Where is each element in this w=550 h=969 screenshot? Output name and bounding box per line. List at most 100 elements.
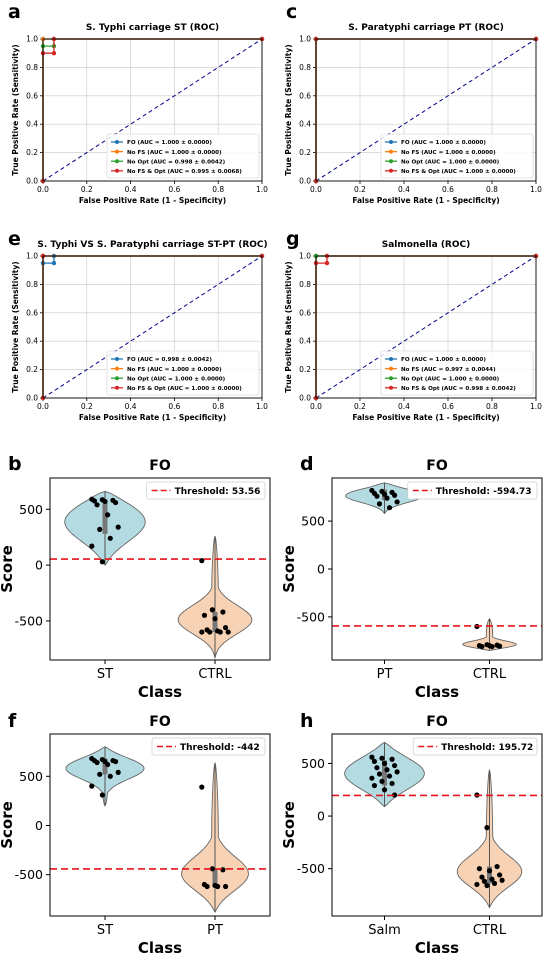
data-point [494, 863, 500, 870]
x-axis-label: False Positive Rate (1 - Specificity) [79, 413, 226, 422]
roc-series-point [51, 260, 57, 266]
x-tick-label: Salm [368, 923, 401, 938]
y-tick-label: 0.8 [299, 63, 311, 72]
legend-entry: Threshold: -442 [180, 743, 260, 753]
legend-box [407, 481, 538, 500]
data-point [91, 498, 98, 504]
data-point [381, 787, 388, 793]
x-tick-label: 0.4 [125, 185, 137, 194]
data-point [112, 758, 119, 765]
data-point [371, 758, 378, 764]
data-point [115, 524, 121, 530]
legend-entry: No FS & Opt (AUC = 1.000 ± 0.0000) [401, 169, 516, 175]
data-point [217, 629, 223, 635]
y-tick-label: 0.2 [299, 365, 311, 374]
x-tick-label: 0.4 [125, 402, 137, 411]
data-point [99, 792, 105, 798]
legend: FO (AUC = 1.000 ± 0.0000) No FS (AUC = 1.… [380, 133, 534, 179]
data-point [199, 784, 205, 790]
legend-box [146, 481, 266, 500]
legend-box [380, 350, 534, 396]
panel-letter: b [8, 453, 22, 475]
roc-panel-a: a S. Typhi carriage ST (ROC) 0.00.0 0.2 0.2 0… [8, 1, 268, 205]
data-point [199, 558, 205, 564]
legend-swatch-point [115, 376, 119, 381]
x-tick-label: PT [377, 667, 393, 682]
legend-entry: Threshold: -594.73 [436, 487, 532, 497]
x-tick-label: ST [97, 923, 113, 938]
x-tick-label: 0.0 [310, 185, 322, 194]
x-tick-label: 0.4 [398, 402, 410, 411]
legend-entry: FO (AUC = 1.000 ± 0.0000) [401, 357, 486, 363]
x-tick-label: 0.2 [354, 402, 366, 411]
legend-swatch-point [389, 366, 393, 371]
data-point [89, 783, 95, 789]
data-point [496, 643, 503, 649]
x-tick-label: 1.0 [256, 185, 268, 194]
y-tick-label: 0.2 [26, 365, 38, 374]
y-tick-label: 1.0 [26, 35, 38, 44]
x-axis-label: Class [415, 939, 459, 957]
y-tick-label: 0.2 [26, 148, 38, 157]
data-point [391, 762, 398, 769]
data-point [371, 782, 378, 789]
data-point [199, 629, 205, 635]
legend-entry: Threshold: 195.72 [441, 743, 533, 753]
y-tick-label: -500 [297, 861, 325, 876]
data-point [222, 625, 229, 631]
violin-group [181, 762, 249, 913]
violin-group [64, 490, 146, 566]
data-point [486, 868, 493, 874]
y-tick-label: 0.4 [299, 337, 311, 346]
y-tick-label: 0.6 [299, 308, 311, 317]
legend: Threshold: 195.72 [412, 737, 538, 756]
legend-swatch-point [389, 149, 393, 154]
x-tick-label: ST [97, 667, 113, 682]
data-point [369, 775, 375, 781]
legend-box [106, 133, 260, 179]
data-point [391, 492, 398, 498]
violin-panel-d: d FO 500 0 -500 PT CTRL Threshold: -594.73 Class… [280, 453, 543, 701]
x-tick-label: 0.6 [168, 185, 180, 194]
data-point [201, 612, 208, 618]
data-point [99, 559, 105, 565]
data-point [489, 876, 495, 882]
y-axis-label: Score [0, 545, 16, 593]
violin-iqr-box [102, 501, 108, 534]
data-point [209, 607, 215, 613]
data-point [215, 883, 221, 890]
chart-title: S. Paratyphi carriage PT (ROC) [348, 23, 504, 33]
plot-frame [331, 733, 543, 917]
x-axis-label: False Positive Rate (1 - Specificity) [352, 196, 499, 205]
plot-frame [49, 733, 271, 917]
chart-title: S. Typhi carriage ST (ROC) [86, 23, 219, 33]
data-point [381, 491, 388, 497]
x-tick-label: 1.0 [256, 402, 268, 411]
data-point [384, 767, 390, 773]
legend-swatch-point [389, 357, 393, 361]
chart-title: S. Typhi VS S. Paratyphi carriage ST-PT … [37, 240, 267, 250]
violin-group [462, 618, 517, 651]
data-point [391, 792, 398, 798]
x-tick-label: 0.2 [354, 185, 366, 194]
y-axis-label: True Positive Rate (Sensitivity) [284, 261, 293, 392]
y-tick-label: 0 [35, 558, 43, 573]
legend-box [412, 737, 538, 756]
y-tick-label: 0.4 [26, 120, 38, 129]
x-tick-label: 0.0 [37, 402, 49, 411]
y-axis-label: Score [0, 801, 16, 849]
x-tick-label: 0.8 [212, 185, 224, 194]
violin-group [344, 741, 425, 808]
y-tick-label: 0.0 [299, 177, 311, 186]
y-tick-label: 1.0 [299, 35, 311, 44]
data-point [484, 825, 490, 831]
data-point [496, 872, 503, 878]
data-point [381, 760, 388, 767]
y-tick-label: 0.0 [26, 177, 38, 186]
y-tick-label: 0.8 [26, 63, 38, 72]
legend-swatch-point [389, 140, 393, 144]
legend-swatch-point [115, 366, 119, 371]
data-point [220, 609, 226, 615]
y-tick-label: 0.8 [26, 280, 38, 289]
legend-swatch-point [115, 385, 119, 390]
